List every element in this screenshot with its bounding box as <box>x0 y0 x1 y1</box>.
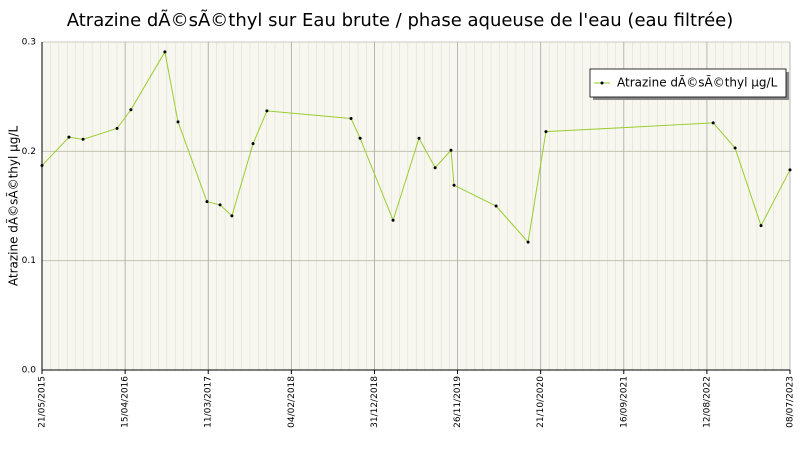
y-tick-label: 0.3 <box>22 38 36 48</box>
point <box>129 108 133 112</box>
point <box>176 120 180 124</box>
legend-label: Atrazine dÃ©sÃ©thyl µg/L <box>617 75 778 90</box>
y-axis-label: Atrazine dÃ©sÃ©thyl µg/L <box>6 126 21 287</box>
point <box>265 109 269 113</box>
x-tick-label: 15/04/2016 <box>121 376 131 428</box>
x-tick-label: 16/09/2021 <box>619 376 629 428</box>
point <box>358 136 362 140</box>
x-tick-label: 31/12/2018 <box>370 376 380 428</box>
point <box>349 117 353 121</box>
x-tick-label: 04/02/2018 <box>287 376 297 428</box>
point <box>230 214 234 218</box>
chart-title: Atrazine dÃ©sÃ©thyl sur Eau brute / phas… <box>67 9 734 31</box>
point <box>218 203 222 207</box>
x-tick-label: 12/08/2022 <box>702 376 712 428</box>
point <box>115 126 119 130</box>
point <box>788 168 792 172</box>
point <box>452 183 456 187</box>
y-tick-label: 0.1 <box>22 256 36 266</box>
x-tick-label: 21/05/2015 <box>38 376 48 428</box>
point <box>449 148 453 152</box>
x-tick-label: 21/10/2020 <box>536 376 546 428</box>
point <box>433 166 437 170</box>
point <box>526 240 530 244</box>
point <box>544 130 548 134</box>
legend: Atrazine dÃ©sÃ©thyl µg/L <box>589 68 789 100</box>
point <box>391 218 395 222</box>
point <box>417 136 421 140</box>
point <box>759 224 763 228</box>
point <box>81 137 85 141</box>
x-tick-label: 26/11/2019 <box>453 376 463 428</box>
x-tick-label: 08/07/2023 <box>786 376 796 428</box>
legend-marker <box>600 81 604 85</box>
point <box>733 146 737 150</box>
y-tick-label: 0.0 <box>22 366 37 376</box>
series-line <box>41 50 791 244</box>
y-tick-label: 0.2 <box>22 147 36 157</box>
point <box>205 200 209 204</box>
point <box>163 50 167 54</box>
legend-box <box>589 68 787 98</box>
point <box>251 142 255 146</box>
point <box>67 135 71 139</box>
point <box>711 121 715 125</box>
point <box>494 204 498 208</box>
marks <box>40 50 792 244</box>
x-tick-label: 11/03/2017 <box>204 376 214 428</box>
